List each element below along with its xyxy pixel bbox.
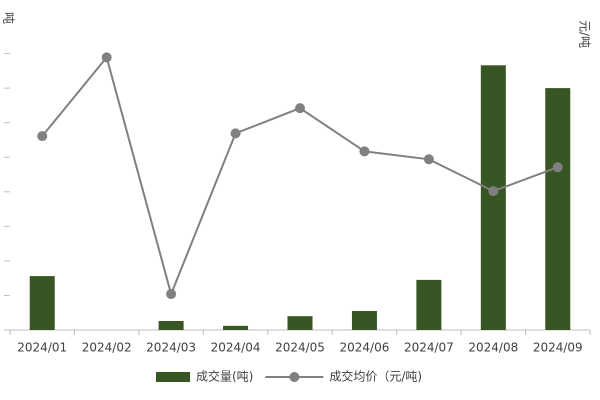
bar	[158, 321, 184, 330]
x-tick-label: 2024/01	[17, 341, 67, 355]
point	[552, 162, 563, 173]
point	[101, 52, 112, 63]
legend-swatch	[156, 372, 190, 382]
x-tick-label: 2024/06	[340, 341, 390, 355]
bar	[545, 88, 571, 330]
x-tick-label: 2024/09	[533, 341, 583, 355]
point	[488, 186, 499, 197]
x-tick-label: 2024/04	[211, 341, 261, 355]
bar	[287, 316, 313, 330]
x-tick-label: 2024/05	[275, 341, 325, 355]
point	[359, 146, 370, 157]
x-tick-label: 2024/02	[82, 341, 132, 355]
bar	[480, 65, 506, 330]
y-axis-title: 吨	[2, 12, 16, 24]
point	[230, 128, 241, 139]
bar	[223, 325, 249, 330]
legend-label: 成交量(吨)	[196, 369, 253, 384]
line	[41, 55, 559, 298]
x-tick-label: 2024/03	[146, 341, 196, 355]
x-tick-label: 2024/07	[404, 341, 454, 355]
point	[423, 154, 434, 165]
legend-label: 成交均价（元/吨)	[329, 369, 422, 384]
point	[166, 289, 177, 300]
bar	[416, 279, 442, 330]
point	[37, 131, 48, 142]
x-tick-label: 2024/08	[468, 341, 518, 355]
bar	[351, 310, 377, 330]
y2-axis-title: 元/吨	[578, 20, 592, 48]
point	[295, 103, 305, 114]
legend-swatch	[289, 372, 300, 382]
bar	[29, 276, 55, 330]
